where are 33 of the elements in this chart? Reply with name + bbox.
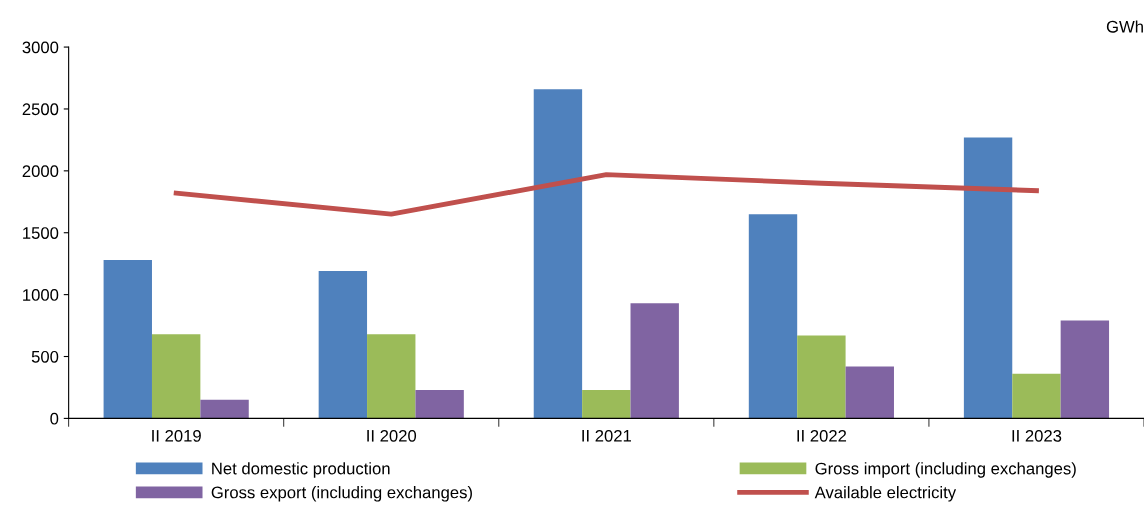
bar — [318, 271, 368, 419]
x-tick-label: II 2021 — [582, 429, 631, 442]
x-tick-label: II 2020 — [367, 429, 417, 442]
bar — [630, 303, 679, 419]
legend-label: Net domestic production — [212, 462, 390, 478]
x-tick-label: II 2019 — [152, 429, 201, 442]
bar — [1012, 373, 1061, 419]
bar — [533, 89, 583, 419]
bar — [845, 366, 894, 419]
bar — [797, 335, 846, 419]
y-tick-label: 500 — [31, 350, 59, 363]
y-axis-title: GWh — [1106, 20, 1143, 33]
y-tick-label: 1500 — [23, 227, 59, 239]
bar — [1060, 320, 1110, 419]
x-tick-label: II 2023 — [1012, 429, 1062, 442]
line-series — [173, 172, 1039, 217]
y-tick-label: 1000 — [23, 289, 59, 301]
y-tick-label: 3000 — [22, 41, 59, 54]
bar — [151, 334, 201, 419]
bar — [582, 389, 631, 419]
y-tick-label: 2500 — [22, 103, 59, 116]
legend-label: Gross export (including exchanges) — [211, 486, 472, 502]
bar — [367, 334, 416, 419]
bar — [103, 259, 152, 419]
bar — [963, 137, 1013, 419]
bar — [415, 389, 464, 419]
x-tick-label: II 2022 — [797, 429, 847, 442]
legend-label: Available electricity — [814, 486, 957, 502]
y-tick-label: 0 — [50, 412, 59, 425]
legend-label: Gross import (including exchanges) — [815, 462, 1076, 478]
bar — [200, 399, 249, 419]
y-tick-label: 2000 — [22, 165, 59, 178]
bar — [748, 214, 798, 419]
